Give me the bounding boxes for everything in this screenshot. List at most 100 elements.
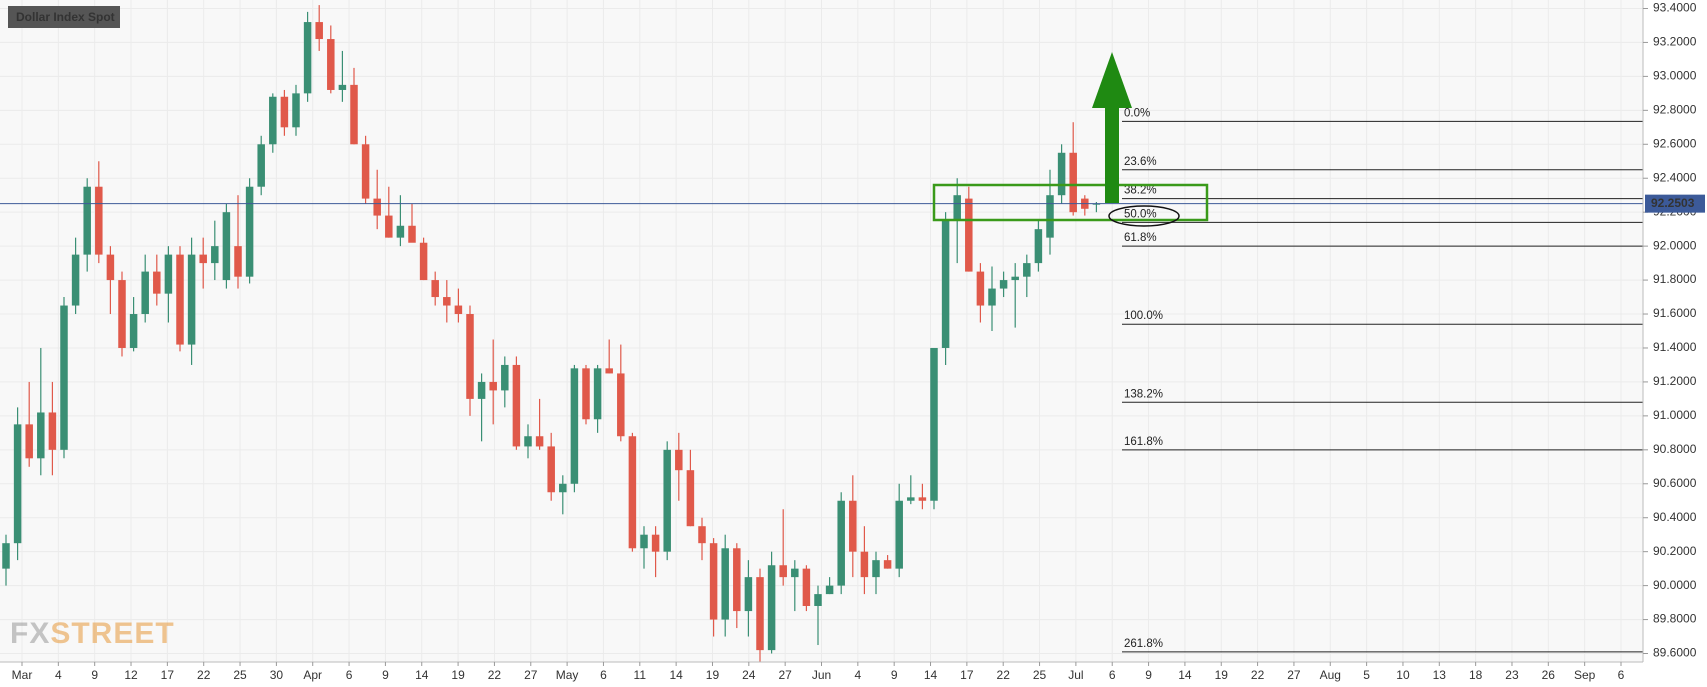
x-tick-label: 25 — [1033, 668, 1047, 682]
candle-body — [907, 497, 915, 501]
candle-body — [849, 500, 857, 552]
candle-body — [454, 305, 463, 315]
x-tick-label: 30 — [270, 668, 284, 682]
candle-body — [327, 39, 335, 90]
watermark-fx: FX — [10, 617, 50, 650]
candle-body — [48, 412, 57, 450]
x-tick-label: 26 — [1542, 668, 1556, 682]
x-tick-label: 24 — [742, 668, 756, 682]
candle-body — [37, 412, 45, 459]
candle-body — [814, 594, 822, 606]
x-tick-label: 10 — [1396, 668, 1410, 682]
candle-body — [153, 271, 161, 294]
candle-body — [779, 565, 787, 578]
candle-body — [651, 534, 660, 552]
x-tick-label: Jul — [1068, 668, 1083, 682]
x-tick-label: 9 — [382, 668, 389, 682]
arrow-head — [1092, 52, 1132, 108]
fib-label: 161.8% — [1124, 436, 1163, 448]
candle-body — [106, 254, 115, 281]
x-tick-label: 9 — [1145, 668, 1152, 682]
candle-body — [129, 314, 138, 348]
candle-body — [617, 373, 625, 437]
x-tick-label: 22 — [197, 668, 211, 682]
candle-body — [222, 212, 231, 281]
candle-body — [999, 280, 1008, 289]
y-tick-label: 91.0000 — [1653, 408, 1697, 422]
candle-body — [756, 577, 764, 651]
x-tick-label: 25 — [233, 668, 247, 682]
y-tick-label: 89.8000 — [1653, 612, 1697, 626]
x-tick-label: 13 — [1433, 668, 1447, 682]
x-axis-background — [0, 662, 1707, 687]
candle-body — [709, 543, 718, 620]
fib-label: 0.0% — [1124, 107, 1150, 119]
candle-body — [1057, 152, 1066, 196]
y-tick-label: 93.2000 — [1653, 35, 1697, 49]
candle-body — [837, 500, 845, 586]
y-tick-label: 92.0000 — [1653, 238, 1697, 252]
x-tick-label: 22 — [997, 668, 1011, 682]
watermark-street: STREET — [50, 617, 174, 650]
candle-body — [315, 22, 323, 40]
y-tick-label: 92.8000 — [1653, 103, 1697, 117]
candle-body — [396, 225, 405, 238]
x-tick-label: 14 — [669, 668, 683, 682]
resistance-box — [932, 183, 1209, 222]
y-tick-label: 93.0000 — [1653, 69, 1697, 83]
candle-body — [257, 144, 265, 187]
x-tick-label: 19 — [451, 668, 465, 682]
chart-title: Dollar Index Spot — [16, 10, 115, 24]
candle-body — [1092, 203, 1101, 205]
y-tick-label: 91.8000 — [1653, 272, 1697, 286]
candle-body — [628, 436, 637, 549]
candle-body — [443, 297, 451, 306]
x-tick-label: 9 — [891, 668, 898, 682]
arrow-shaft — [1105, 108, 1119, 203]
fib-label: 138.2% — [1124, 388, 1163, 400]
candle-body — [547, 446, 555, 493]
x-tick-label: 11 — [634, 668, 647, 682]
candle-body — [1011, 276, 1019, 281]
candle-body — [83, 186, 91, 255]
candle-body — [767, 565, 776, 651]
candle-body — [976, 271, 985, 306]
candle-body — [663, 449, 671, 552]
candle-body — [535, 436, 544, 447]
candle-body — [744, 577, 753, 612]
x-tick-label: 17 — [960, 668, 974, 682]
candle-body — [292, 93, 300, 128]
y-tick-label: 90.8000 — [1653, 442, 1697, 456]
candle-body — [675, 449, 683, 471]
x-tick-label: Aug — [1320, 668, 1341, 682]
candle-body — [872, 560, 880, 578]
fib-label: 23.6% — [1124, 156, 1157, 168]
candle-body — [698, 526, 706, 544]
x-tick-label: 6 — [346, 668, 353, 682]
candle-body — [338, 84, 347, 90]
grid — [0, 0, 1643, 662]
y-tick-label: 91.4000 — [1653, 340, 1697, 354]
last-price-label: 92.2503 — [1651, 196, 1695, 210]
candle-body — [385, 215, 393, 238]
candle-body — [118, 280, 126, 348]
candle-body — [825, 585, 834, 595]
candle-body — [860, 551, 869, 578]
candle-body — [941, 220, 950, 348]
x-tick-label: 22 — [1251, 668, 1265, 682]
candle-body — [245, 186, 254, 277]
x-tick-label: 9 — [91, 668, 98, 682]
candle-body — [1034, 229, 1043, 264]
x-tick-label: 12 — [124, 668, 138, 682]
x-tick-label: 23 — [1505, 668, 1519, 682]
candle-body — [512, 364, 521, 447]
x-tick-label: 14 — [924, 668, 938, 682]
candle-body — [477, 381, 486, 399]
candle-body — [593, 368, 602, 420]
last-price-box — [1645, 194, 1705, 213]
fib-label: 38.2% — [1124, 185, 1157, 197]
candle-body — [361, 144, 370, 199]
candle-body — [431, 280, 439, 298]
candle-body — [965, 198, 973, 272]
